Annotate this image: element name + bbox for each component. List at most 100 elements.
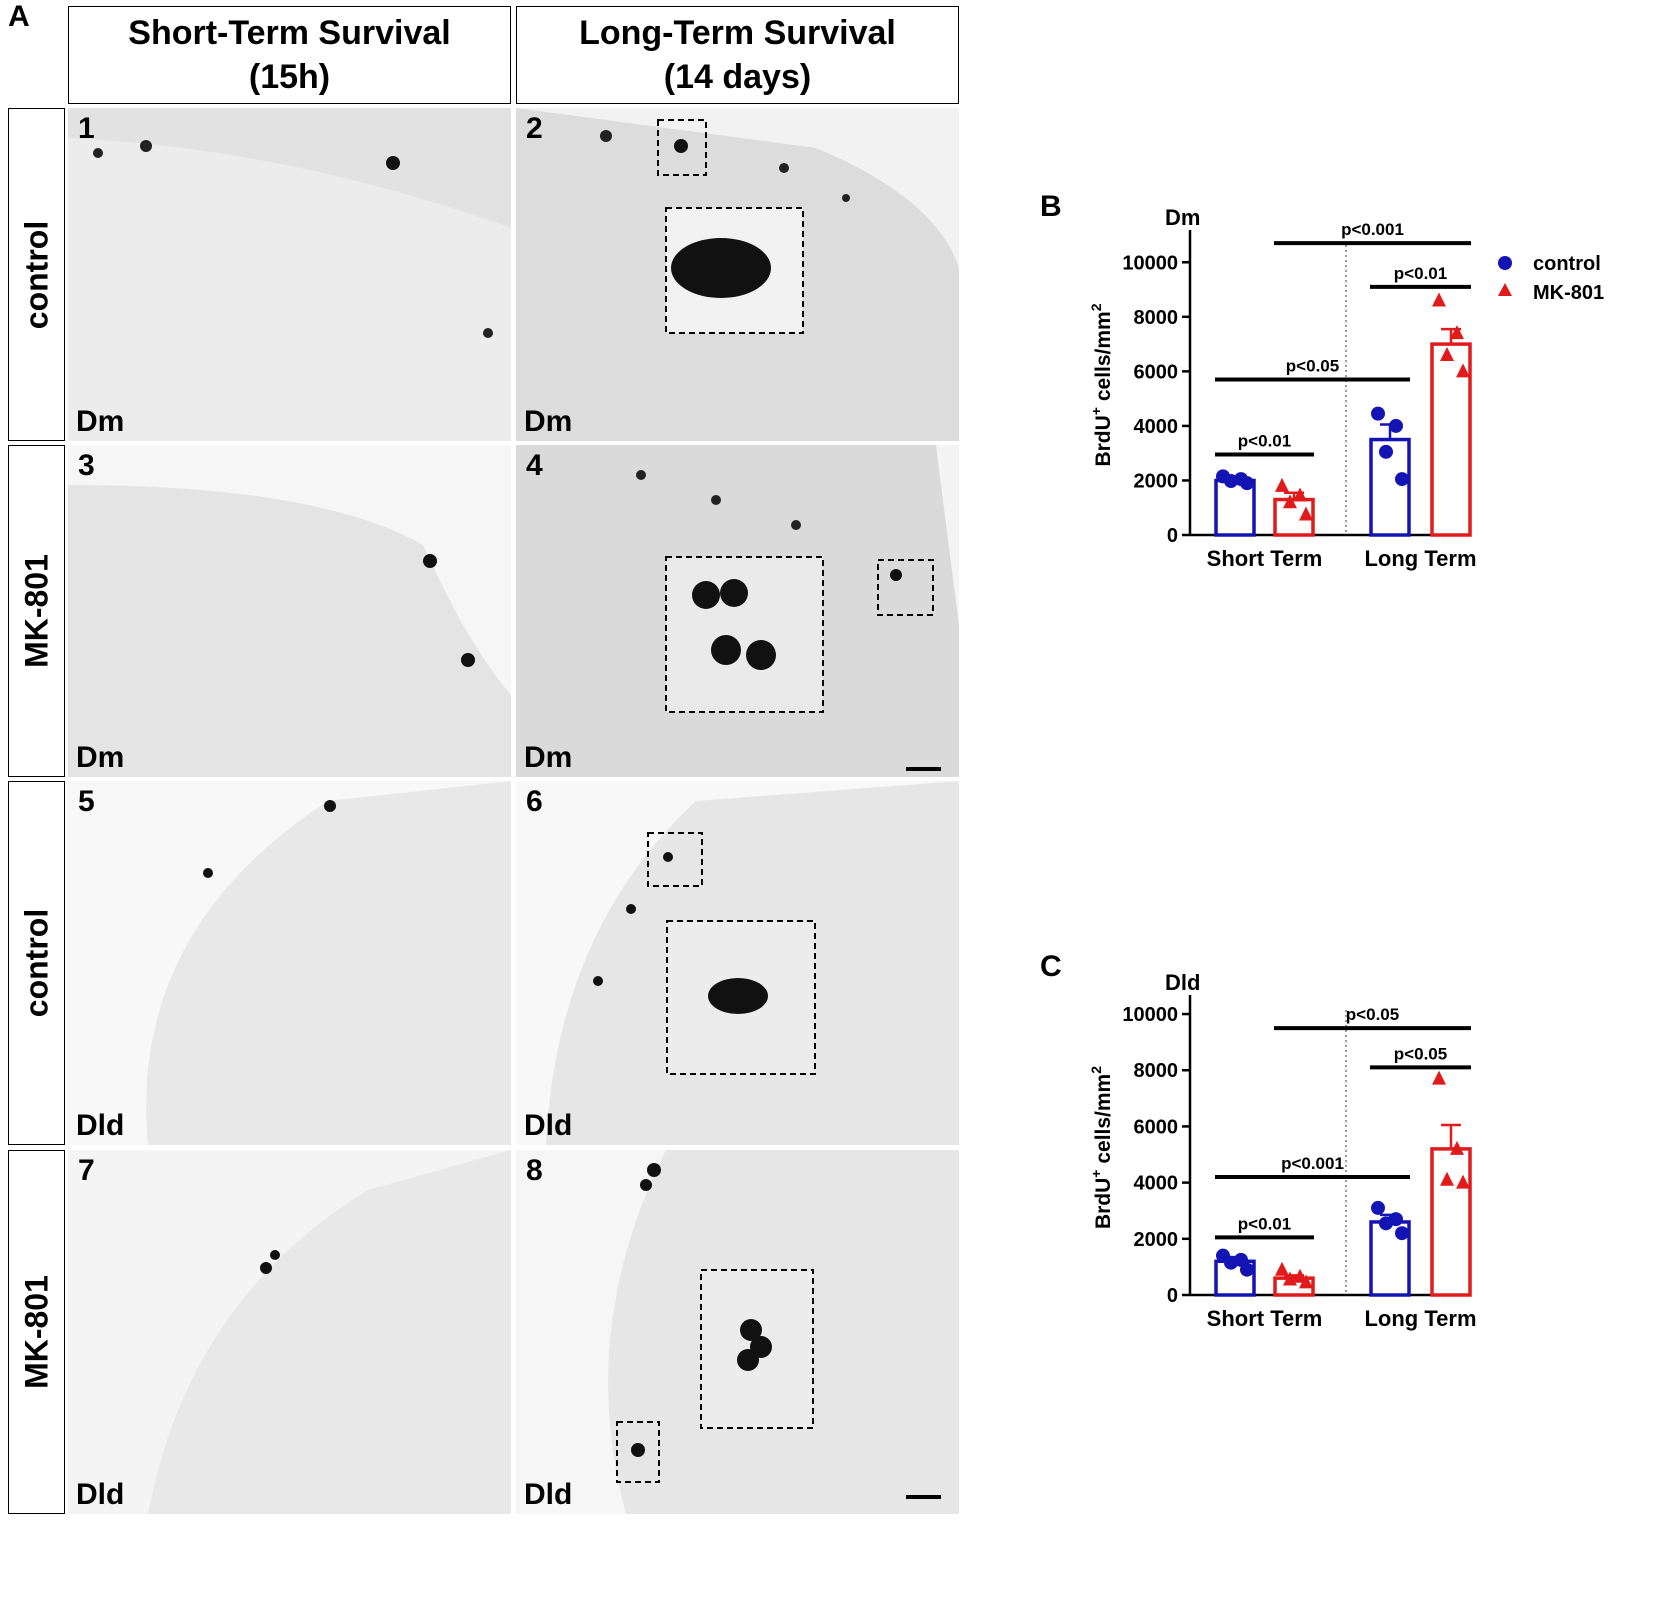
y-tick-label: 8000 — [1134, 307, 1179, 329]
micrograph-number: 1 — [78, 112, 95, 145]
micrograph-number: 5 — [78, 785, 95, 818]
y-tick-label: 0 — [1167, 1285, 1178, 1307]
x-category-label: Short Term — [1207, 546, 1323, 571]
data-point-mk801 — [1275, 1261, 1289, 1276]
y-tick-label: 0 — [1167, 525, 1178, 547]
column-header-short-term-line1: Short-Term Survival — [128, 14, 451, 52]
data-point-mk801 — [1299, 506, 1313, 521]
row-header-3: control — [8, 781, 65, 1145]
y-tick-label: 10000 — [1122, 252, 1178, 274]
micrograph-region: Dld — [76, 1109, 125, 1142]
micrograph-region: Dm — [524, 741, 573, 774]
panel-c-letter: C — [1040, 950, 1062, 983]
row-header-label: control — [18, 220, 54, 329]
data-point-mk801 — [1440, 1171, 1454, 1186]
significance-label: p<0.05 — [1394, 1044, 1447, 1063]
significance-label: p<0.01 — [1238, 1214, 1291, 1233]
bar — [1369, 437, 1411, 537]
micrograph-4: 4 Dm — [516, 445, 959, 777]
column-header-long-term-line1: Long-Term Survival — [579, 14, 896, 52]
data-point-mk801 — [1299, 1274, 1313, 1289]
data-point-mk801 — [1450, 325, 1464, 340]
micrograph-3-image — [68, 445, 511, 777]
y-axis-label-sup2: 2 — [1088, 1066, 1104, 1074]
column-header-long-term-line2: (14 days) — [663, 58, 812, 96]
y-axis-label-mid: cells/mm — [1092, 1074, 1115, 1170]
data-point-control — [1379, 444, 1393, 459]
y-axis-label-base: BrdU — [1092, 1178, 1115, 1229]
y-axis-label-sup2: 2 — [1088, 303, 1104, 311]
y-axis-label-mid: cells/mm — [1092, 311, 1115, 407]
micrograph-2-image — [516, 108, 959, 441]
y-tick-label: 2000 — [1134, 1229, 1179, 1251]
micrograph-4-image — [516, 445, 959, 777]
micrograph-number: 7 — [78, 1154, 95, 1187]
micrograph-region: Dld — [524, 1478, 573, 1511]
chart-c: Dld 0 2000 4000 6000 8000 10000 BrdU+ cells/mm2… — [1088, 970, 1477, 1331]
data-point-mk801 — [1275, 477, 1289, 492]
data-point-mk801 — [1283, 1271, 1297, 1286]
micrograph-6-image — [516, 781, 959, 1145]
significance-label: p<0.001 — [1281, 1154, 1344, 1173]
micrograph-7: 7 Dld — [68, 1150, 511, 1514]
row-header-2: MK-801 — [8, 445, 65, 777]
row-header-label: control — [18, 908, 54, 1018]
x-category-label: Long Term — [1364, 546, 1476, 571]
micrograph-region: Dm — [524, 405, 573, 438]
row-header-label: MK-801 — [18, 1275, 54, 1389]
micrograph-3: 3 Dm — [68, 445, 511, 777]
micrograph-5: 5 Dld — [68, 781, 511, 1145]
column-header-long-term: Long-Term Survival (14 days) — [516, 6, 959, 104]
data-point-mk801 — [1293, 1268, 1307, 1283]
micrograph-number: 2 — [526, 112, 543, 145]
legend-label-control: control — [1533, 253, 1601, 275]
micrograph-number: 8 — [526, 1154, 543, 1187]
micrograph-number: 4 — [526, 449, 543, 482]
y-axis-label-sup: + — [1088, 407, 1104, 415]
data-point-mk801 — [1440, 347, 1454, 361]
significance-label: p<0.001 — [1341, 220, 1404, 239]
micrograph-1: 1 Dm — [68, 108, 511, 441]
significance-label: p<0.05 — [1346, 1005, 1399, 1024]
micrograph-2: 2 Dm — [516, 108, 959, 441]
bar — [1430, 1147, 1472, 1297]
micrograph-region: Dm — [76, 741, 125, 774]
significance-label: p<0.01 — [1394, 264, 1447, 283]
panel-a-letter: A — [8, 0, 30, 33]
row-header-1: control — [8, 108, 65, 441]
data-point-control — [1371, 406, 1385, 421]
panel-b-letter: B — [1040, 190, 1062, 223]
micrograph-region: Dld — [524, 1109, 573, 1142]
data-point-control — [1240, 476, 1254, 491]
y-tick-label: 6000 — [1134, 361, 1179, 383]
micrograph-1-image — [68, 108, 511, 441]
y-axis-label: BrdU+ cells/mm2 — [1088, 1066, 1115, 1229]
x-category-label: Long Term — [1364, 1306, 1476, 1331]
y-tick-label: 10000 — [1122, 1004, 1178, 1026]
micrograph-5-image — [68, 781, 511, 1145]
data-point-control — [1224, 474, 1238, 488]
micrograph-6: 6 Dld — [516, 781, 959, 1145]
y-tick-label: 2000 — [1134, 470, 1179, 492]
column-header-short-term-line2: (15h) — [248, 58, 331, 96]
chart-b: Dm 0 2000 4000 6000 8000 10000 BrdU+ cells/mm2 p… — [1088, 205, 1604, 571]
y-axis-label: BrdU+ cells/mm2 — [1088, 303, 1115, 466]
legend-label-mk801: MK-801 — [1533, 282, 1604, 304]
chart-title: Dld — [1165, 970, 1200, 995]
data-point-mk801 — [1456, 1174, 1470, 1189]
significance-label: p<0.01 — [1238, 432, 1291, 451]
data-point-mk801 — [1456, 363, 1470, 378]
micrograph-region: Dld — [76, 1478, 125, 1511]
y-tick-label: 4000 — [1134, 416, 1179, 438]
chart-title: Dm — [1165, 205, 1200, 230]
row-header-4: MK-801 — [8, 1150, 65, 1514]
data-point-mk801 — [1432, 1070, 1446, 1085]
data-point-control — [1371, 1200, 1385, 1215]
data-point-control — [1224, 1255, 1238, 1270]
data-point-mk801 — [1283, 494, 1297, 509]
micrograph-number: 3 — [78, 449, 95, 482]
legend-marker-mk801 — [1498, 283, 1512, 296]
y-tick-label: 4000 — [1134, 1173, 1179, 1195]
data-point-control — [1240, 1262, 1254, 1277]
micrograph-7-image — [68, 1150, 511, 1514]
